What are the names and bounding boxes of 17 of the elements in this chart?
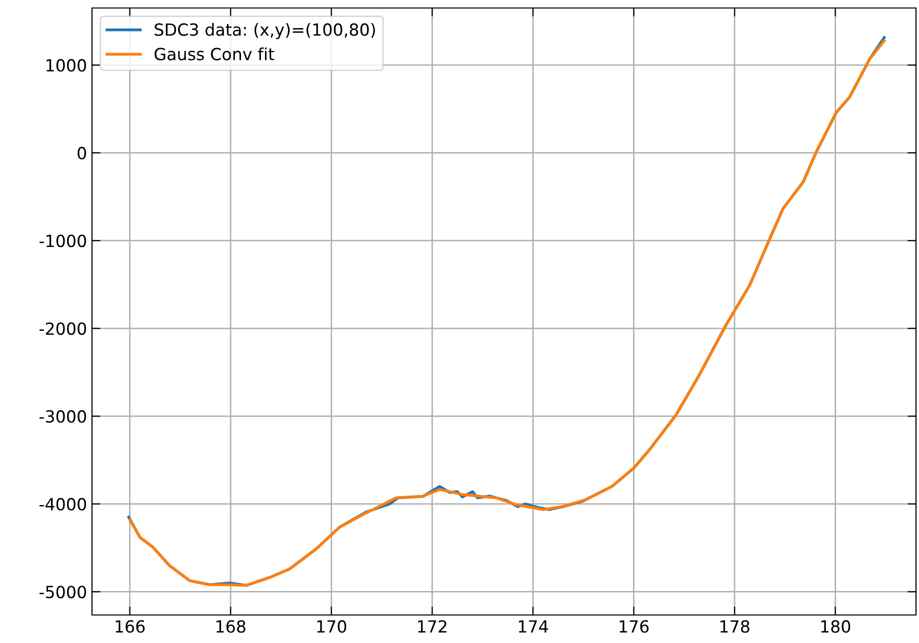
x-tick-label: 174	[518, 620, 548, 633]
x-tick-label: 172	[418, 620, 446, 633]
x-tick-label: 170	[317, 620, 346, 633]
y-tick-label: -2000	[40, 322, 86, 335]
x-tick-label: 168	[216, 620, 246, 633]
y-tick-label: -5000	[40, 586, 86, 598]
y-tick-label: -4000	[40, 498, 86, 511]
x-tick-label: 166	[116, 620, 145, 633]
y-tick-label: -3000	[40, 410, 86, 423]
y-tick-label: -1000	[40, 234, 86, 248]
y-tick-label: 1000	[46, 59, 86, 72]
x-tick-label: 176	[620, 620, 649, 633]
legend-label: SDC3 data: (x,y)=(100,80)	[154, 23, 375, 40]
x-tick-label: 178	[720, 620, 750, 633]
y-tick-label: 0	[78, 146, 86, 160]
x-tick-label: 180	[821, 620, 850, 633]
legend-label: Gauss Conv fit	[154, 47, 274, 60]
